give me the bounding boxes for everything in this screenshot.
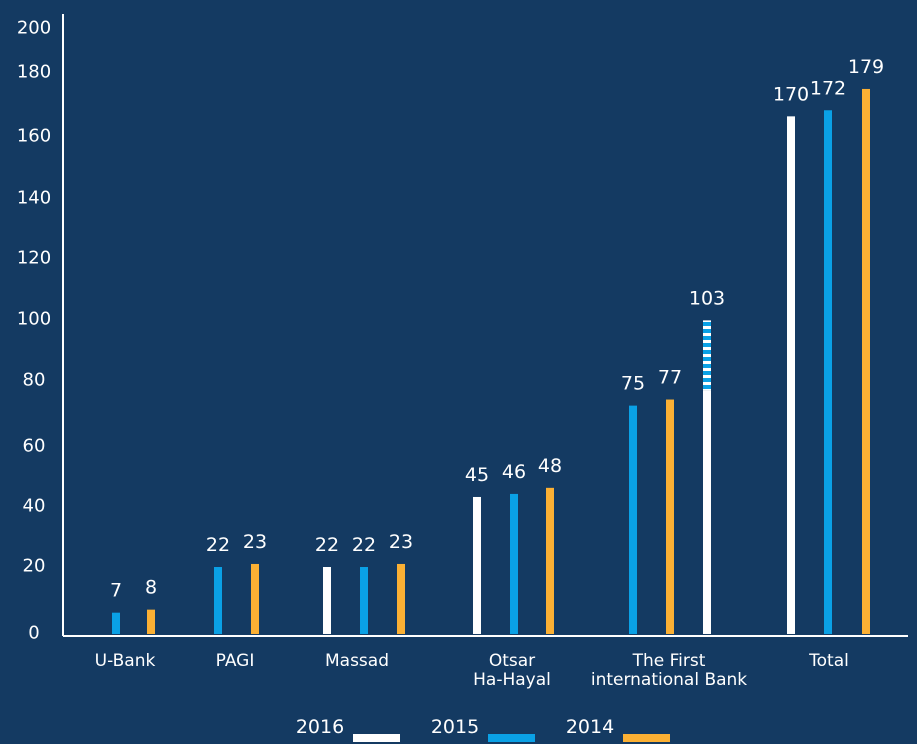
value-label: 172 <box>810 77 846 99</box>
y-tick-label: 140 <box>17 188 51 209</box>
y-tick-label: 40 <box>23 496 46 517</box>
category-label: Otsar Ha-Hayal <box>473 651 551 690</box>
y-tick-label: 20 <box>23 556 46 577</box>
bar-2014 <box>251 563 259 634</box>
value-label: 23 <box>243 531 267 553</box>
value-label: 75 <box>621 373 645 395</box>
category-label: The First international Bank <box>591 651 747 690</box>
y-tick-label: 180 <box>17 62 51 83</box>
bar-2015 <box>214 567 222 634</box>
y-tick-label: 160 <box>17 126 51 147</box>
y-tick-label: 60 <box>23 436 46 457</box>
value-label: 103 <box>689 287 725 309</box>
bar-2014 <box>397 563 405 634</box>
value-label: 22 <box>206 534 230 556</box>
value-label: 23 <box>389 531 413 553</box>
value-label: 8 <box>145 577 157 599</box>
bar-2014 <box>666 399 674 634</box>
legend-swatch <box>488 734 535 742</box>
bar-2016 <box>787 116 795 635</box>
y-tick-label: 80 <box>23 370 46 391</box>
value-label: 45 <box>465 464 489 486</box>
y-tick-label: 0 <box>28 623 39 644</box>
category-label: U-Bank <box>95 651 156 671</box>
value-label: 22 <box>352 534 376 556</box>
legend-label: 2014 <box>566 716 614 738</box>
legend-label: 2016 <box>296 716 344 738</box>
value-label: 77 <box>658 367 682 389</box>
bar-2016 <box>473 496 481 634</box>
y-tick-labels: 0 20 40 60 80 100 120 140 160 180 200 <box>17 18 51 644</box>
value-label: 7 <box>110 580 122 602</box>
legend-label: 2015 <box>431 716 479 738</box>
value-label: 48 <box>538 455 562 477</box>
y-tick-label: 100 <box>17 309 51 330</box>
bar-2016-striped-segment <box>703 320 711 391</box>
bar-2014 <box>862 88 870 634</box>
bar-2015 <box>360 567 368 634</box>
bar-2015 <box>112 612 120 634</box>
y-tick-label: 200 <box>17 18 51 39</box>
bar-2014 <box>147 609 155 634</box>
category-labels: U-Bank PAGI Massad Otsar Ha-Hayal The First in… <box>95 651 849 690</box>
category-label: PAGI <box>216 651 255 671</box>
bar-2015 <box>629 405 637 634</box>
bars <box>112 88 870 635</box>
bar-2015 <box>510 493 518 634</box>
legend-swatch <box>623 734 670 742</box>
category-label: Massad <box>325 651 389 671</box>
value-label: 22 <box>315 534 339 556</box>
y-tick-label: 120 <box>17 248 51 269</box>
legend: 2016 2015 2014 <box>296 716 670 742</box>
bar-2014 <box>546 487 554 634</box>
category-label: Total <box>808 651 849 671</box>
value-label: 46 <box>502 461 526 483</box>
bar-2015 <box>824 110 832 634</box>
bar-2016 <box>703 390 711 634</box>
bar-2016 <box>323 567 331 634</box>
value-label: 179 <box>848 56 884 78</box>
value-label: 170 <box>773 83 809 105</box>
legend-swatch <box>353 734 400 742</box>
